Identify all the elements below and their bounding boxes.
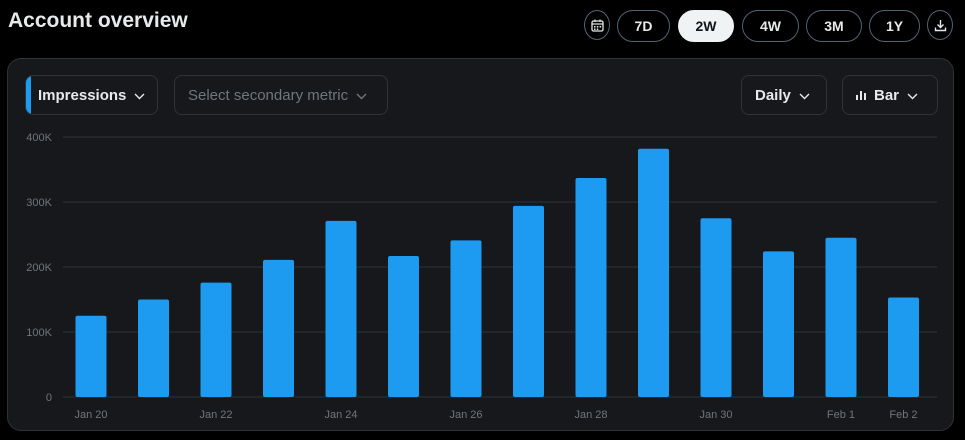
y-tick-label: 0	[46, 392, 52, 404]
x-tick-label: Feb 1	[827, 409, 855, 421]
bar-jan-30[interactable]	[700, 218, 732, 397]
download-icon	[934, 19, 946, 31]
y-tick-label: 300K	[26, 197, 52, 209]
impressions-bar-chart: 0 100K 200K 300K 400K Jan 20 Jan 22 Jan 24 Jan 2…	[26, 132, 937, 421]
download-button[interactable]	[927, 10, 953, 40]
interval-label: Daily	[755, 86, 791, 104]
bar-jan-21[interactable]	[138, 299, 169, 398]
range-4w-button[interactable]: 4W	[742, 10, 799, 42]
bar-jan-28[interactable]	[575, 177, 607, 397]
bar-jan-29[interactable]	[638, 148, 669, 397]
bar-jan-27[interactable]	[513, 205, 544, 397]
metric-accent-bar	[26, 76, 31, 114]
bar-chart-icon	[856, 87, 866, 104]
chevron-down-icon	[134, 87, 145, 104]
chart-type-select[interactable]: Bar	[842, 75, 938, 115]
range-3m-button[interactable]: 3M	[806, 10, 862, 42]
x-tick-label: Jan 26	[449, 409, 482, 421]
date-range-toolbar: 7D 2W 4W 3M 1Y	[584, 10, 959, 42]
x-tick-label: Jan 24	[324, 409, 357, 421]
chart-card: Impressions Select secondary metric Dail…	[7, 58, 954, 431]
y-tick-label: 100K	[26, 327, 52, 339]
interval-select[interactable]: Daily	[741, 75, 827, 115]
x-tick-label: Jan 20	[74, 409, 107, 421]
bar-jan-23[interactable]	[263, 259, 294, 397]
range-2w-button[interactable]: 2W	[678, 10, 734, 42]
bar-jan-31[interactable]	[763, 251, 794, 397]
chart-type-label: Bar	[874, 86, 900, 104]
calendar-button[interactable]	[584, 10, 610, 40]
chevron-down-icon	[907, 87, 918, 104]
secondary-metric-placeholder: Select secondary metric	[188, 86, 349, 104]
y-tick-label: 400K	[26, 132, 52, 144]
secondary-metric-select[interactable]: Select secondary metric	[174, 75, 388, 115]
x-tick-label: Jan 28	[574, 409, 607, 421]
chevron-down-icon	[799, 87, 810, 104]
primary-metric-select[interactable]: Impressions	[25, 75, 158, 115]
calendar-icon	[590, 19, 604, 32]
bar-jan-20[interactable]	[75, 315, 107, 397]
bar-jan-24[interactable]	[325, 220, 357, 397]
bar-feb-1[interactable]	[825, 237, 857, 397]
bar-jan-25[interactable]	[388, 255, 419, 397]
x-tick-label: Jan 22	[199, 409, 232, 421]
bar-jan-22[interactable]	[200, 282, 232, 397]
bar-feb-2[interactable]	[888, 297, 919, 397]
primary-metric-label: Impressions	[38, 86, 127, 104]
x-tick-label: Jan 30	[699, 409, 732, 421]
range-1y-button[interactable]: 1Y	[869, 10, 920, 42]
chevron-down-icon	[356, 87, 367, 104]
x-tick-label: Feb 2	[889, 409, 917, 421]
y-tick-label: 200K	[26, 262, 52, 274]
range-7d-button[interactable]: 7D	[617, 10, 670, 42]
bar-jan-26[interactable]	[450, 240, 482, 397]
page-title: Account overview	[8, 9, 188, 32]
